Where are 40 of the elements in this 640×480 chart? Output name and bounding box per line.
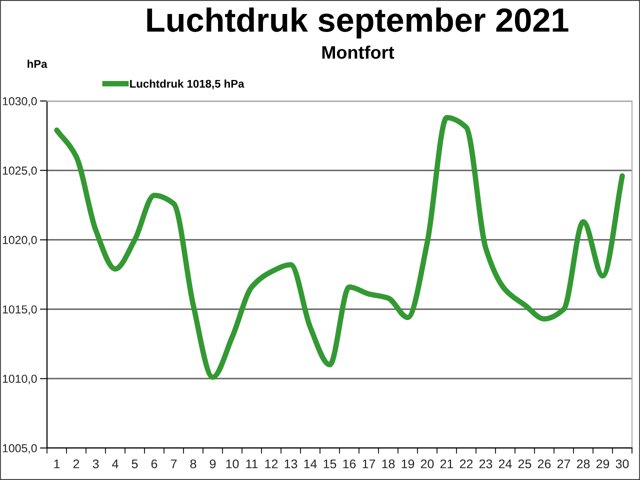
chart-subtitle: Montfort (322, 46, 394, 59)
x-tick-label: 15 (324, 460, 336, 468)
x-tick-label: 22 (460, 459, 473, 468)
x-tick-label: 3 (92, 459, 99, 468)
x-tick-label: 10 (226, 459, 239, 468)
x-tick-label: 11 (246, 460, 258, 468)
legend-label: Luchtdruk 1018,5 hPa (130, 80, 244, 90)
x-tick-label: 7 (170, 460, 177, 468)
x-tick-label: 21 (440, 459, 454, 468)
x-tick-label: 30 (616, 459, 629, 468)
x-tick-label: 25 (518, 459, 532, 468)
x-tick-label: 4 (112, 460, 118, 468)
x-tick-label: 5 (132, 460, 138, 468)
x-tick-label: 13 (284, 459, 298, 468)
x-tick-label: 28 (576, 459, 590, 468)
x-tick-label: 14 (304, 460, 317, 468)
x-tick-label: 24 (498, 459, 512, 468)
x-tick-label: 6 (151, 459, 158, 468)
x-tick-label: 8 (190, 459, 196, 468)
y-tick-label: 1015,0 (2, 305, 37, 315)
x-tick-label: 9 (210, 459, 216, 468)
x-tick-label: 16 (343, 459, 356, 468)
x-tick-label: 23 (479, 459, 492, 468)
y-tick-label: 1020,0 (2, 236, 37, 246)
y-tick-label: 1030,0 (2, 97, 37, 107)
x-tick-label: 2 (73, 459, 80, 468)
x-tick-label: 27 (557, 459, 570, 468)
y-tick-label: 1025,0 (2, 166, 37, 176)
x-tick-label: 20 (420, 459, 434, 468)
x-tick-label: 17 (362, 460, 376, 468)
chart-title: Luchtdruk september 2021 (147, 7, 568, 39)
x-tick-label: 1 (54, 460, 60, 468)
x-tick-label: 12 (265, 459, 278, 468)
x-tick-label: 26 (538, 459, 551, 468)
x-tick-label: 29 (596, 459, 610, 468)
y-axis-title: hPa (28, 60, 48, 68)
x-tick-label: 18 (382, 459, 395, 468)
y-tick-label: 1010,0 (2, 374, 37, 384)
x-tick-label: 19 (402, 459, 414, 468)
y-tick-label: 1005,0 (2, 444, 37, 454)
